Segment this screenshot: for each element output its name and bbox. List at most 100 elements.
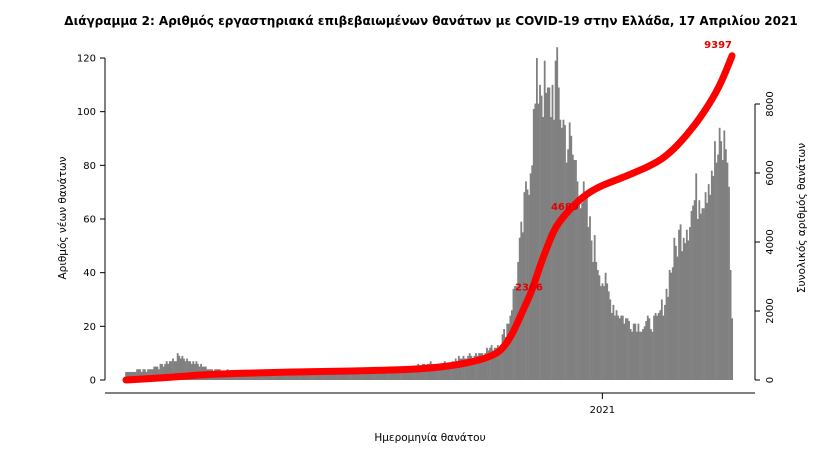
daily-bar [167,363,170,380]
daily-bar [295,371,298,380]
daily-bar [706,202,709,380]
daily-bar [707,184,710,380]
daily-bar [550,117,552,380]
daily-bar [664,304,666,380]
daily-bar [493,347,496,380]
daily-bar [667,296,669,380]
daily-bar [337,371,340,380]
daily-bar [710,170,713,380]
daily-bar [634,323,637,380]
daily-bar [431,363,434,380]
daily-bar [334,371,337,380]
daily-bar [503,329,505,380]
y2-axis-label: Συνολικός αριθμός θανάτων [796,143,808,293]
daily-bar [570,135,573,380]
daily-bar [442,366,445,380]
daily-bar [275,371,277,380]
daily-bar [133,371,135,380]
daily-bar [621,315,624,380]
daily-bar [689,227,691,380]
daily-bar [543,60,546,381]
daily-bar [161,363,163,380]
y2-tick-label: 6000 [765,160,776,185]
y2-tick-label: 8000 [765,91,776,116]
daily-bar [507,323,510,380]
daily-bar [476,355,479,380]
daily-bar [678,229,680,380]
cumulative-deaths-line [122,52,736,384]
daily-bar [518,237,521,380]
daily-bar [292,371,295,380]
daily-bar [287,371,290,380]
daily-bar [709,194,712,380]
daily-bar [501,334,504,380]
cumulative-labels: 2366 4689 9397 [515,40,732,294]
daily-bar [639,331,641,380]
daily-bar [567,149,570,380]
daily-bar [342,371,345,380]
daily-bar [506,323,509,380]
daily-bar [367,371,370,380]
daily-bar [596,269,599,380]
daily-bar [273,371,276,380]
daily-bar [731,318,734,380]
daily-bar [307,371,310,380]
daily-bar [631,331,634,380]
daily-bar [467,355,470,380]
daily-bar [278,371,281,380]
daily-bar [418,366,421,380]
y-tick-label: 100 [77,107,96,118]
daily-bar [445,363,448,380]
daily-bar [454,358,457,380]
daily-bar [301,371,304,380]
daily-bar [159,363,162,380]
daily-bar [526,189,529,380]
daily-bar [331,371,334,380]
axes: 0 20 40 60 80 100 120 0 2000 4000 6000 8000 2021 [77,54,776,417]
daily-bar [306,371,309,380]
daily-bar [593,235,596,380]
daily-bar [186,358,188,380]
daily-bar [404,366,407,380]
daily-bar [150,369,153,380]
daily-bar [181,355,184,380]
daily-bar [559,119,562,380]
daily-bar [345,371,348,380]
daily-bar [351,371,354,380]
daily-bar [539,84,541,380]
daily-bar [323,371,326,380]
daily-bar [131,371,134,380]
daily-bar [489,347,491,380]
daily-bar [156,366,159,380]
daily-bar [395,369,398,380]
daily-bar [286,371,288,380]
y-tick-label: 0 [90,376,96,387]
daily-bar [359,371,362,380]
daily-bar [365,371,368,380]
daily-bar [598,275,601,380]
daily-bar [617,315,620,380]
daily-bar [356,371,359,380]
daily-bar [651,331,654,380]
daily-bar [361,371,363,380]
daily-bar [511,310,513,380]
daily-bar [289,371,292,380]
daily-bar [592,261,595,380]
daily-bar [703,208,705,380]
daily-bar [311,371,313,380]
daily-bar [646,315,649,380]
daily-bar [609,299,612,380]
daily-bar [183,358,185,380]
daily-bar [589,216,591,380]
x-axis-label: Ημερομηνία θανάτου [374,432,485,444]
daily-bar [614,315,616,380]
daily-bar [670,272,673,380]
daily-bar [340,371,343,380]
daily-bar [600,286,602,380]
daily-bar [428,363,431,380]
daily-bar [272,371,274,380]
daily-bar [354,371,357,380]
daily-bar [339,371,341,380]
daily-bar [576,181,579,380]
